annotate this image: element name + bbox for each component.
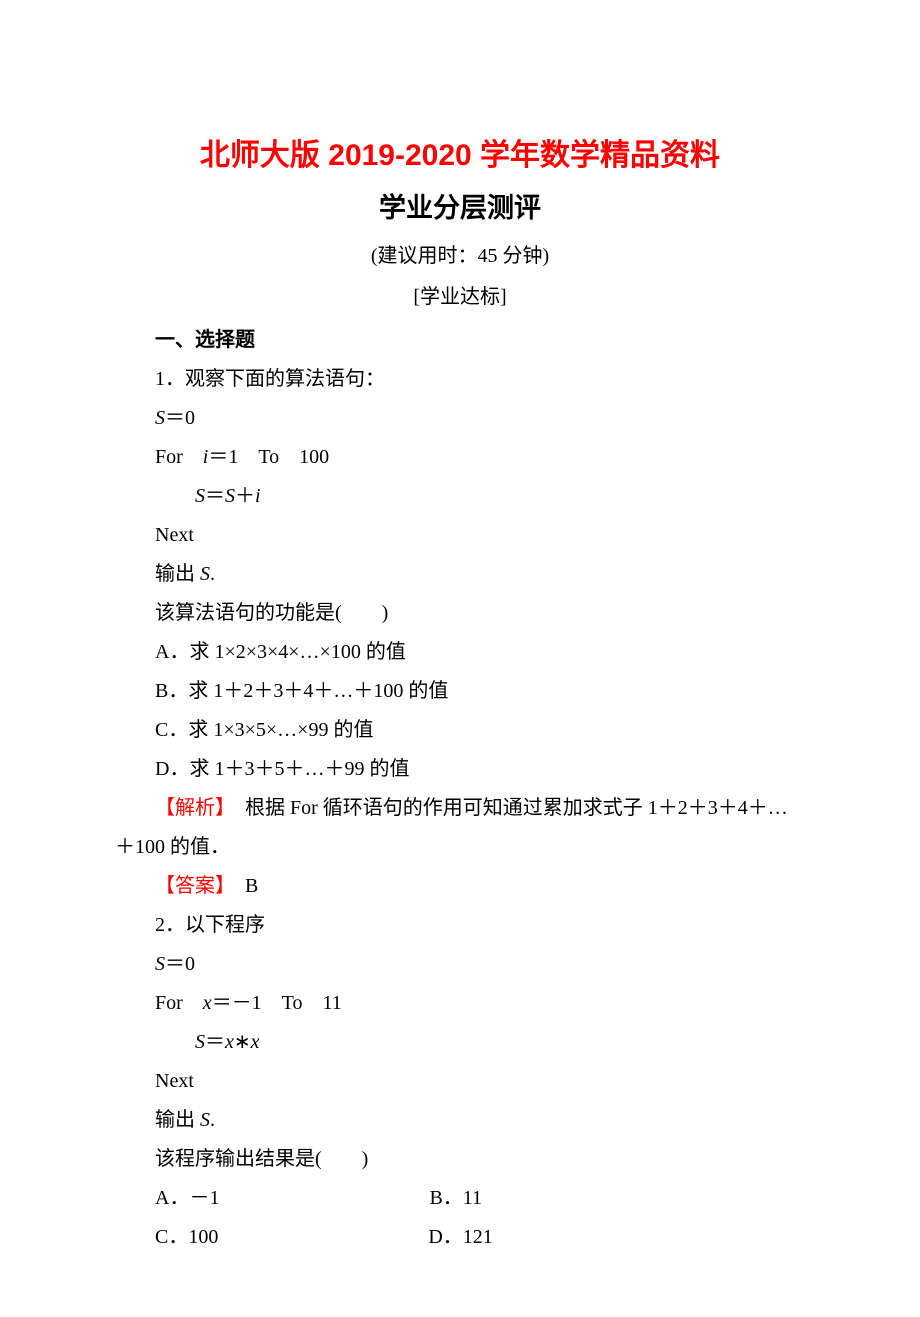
q1-stem: 1．观察下面的算法语句： [115, 360, 805, 399]
answer-label: 【答案】 [155, 875, 225, 897]
q1-optB: B．求 1＋2＋3＋4＋…＋100 的值 [115, 672, 805, 711]
q2-code-line5: 输出 S. [115, 1101, 805, 1140]
title-red: 北师大版 2019-2020 学年数学精品资料 [115, 130, 805, 174]
q2-code-line1: S＝0 [115, 945, 805, 984]
section-heading-text: 一、选择题 [155, 329, 255, 351]
q1-code-line4: Next [115, 516, 805, 555]
q1-optA: A．求 1×2×3×4×…×100 的值 [115, 633, 805, 672]
section-heading: 一、选择题 [115, 321, 805, 360]
q2-opts-row2: C．100 D．121 [115, 1218, 805, 1257]
q2-stem: 2．以下程序 [115, 906, 805, 945]
q2-optD: D．121 [428, 1218, 492, 1257]
q1-code-line2: For i＝1 To 100 [115, 438, 805, 477]
q2-optB: B．11 [429, 1179, 482, 1218]
q2-code-line4: Next [115, 1062, 805, 1101]
q1-answer: 【答案】 B [115, 867, 805, 906]
page-container: 北师大版 2019-2020 学年数学精品资料 学业分层测评 (建议用时：45 … [0, 0, 920, 1317]
q1-analysis-cont: ＋100 的值． [115, 828, 805, 867]
section-label: [学业达标] [115, 280, 805, 309]
q1-ask: 该算法语句的功能是( ) [115, 594, 805, 633]
q1-optD: D．求 1＋3＋5＋…＋99 的值 [115, 750, 805, 789]
q1-analysis: 【解析】 根据 For 循环语句的作用可知通过累加求式子 1＋2＋3＋4＋… [115, 789, 805, 828]
q2-optA: A．－1 [155, 1187, 219, 1209]
q2-opts-row1: A．－1 B．11 [115, 1179, 805, 1218]
title-black: 学业分层测评 [115, 186, 805, 225]
q1-code-line3: S＝S＋i [115, 477, 805, 516]
q2-optC: C．100 [155, 1226, 218, 1248]
q1-optC: C．求 1×3×5×…×99 的值 [115, 711, 805, 750]
q2-code-line2: For x＝－1 To 11 [115, 984, 805, 1023]
analysis-label: 【解析】 [155, 797, 225, 819]
time-hint: (建议用时：45 分钟) [115, 239, 805, 268]
q1-code-line5: 输出 S. [115, 555, 805, 594]
q2-code-line3: S＝x∗x [115, 1023, 805, 1062]
q1-answer-text: B [225, 875, 258, 897]
q1-code-line1: S＝0 [115, 399, 805, 438]
q2-ask: 该程序输出结果是( ) [115, 1140, 805, 1179]
q1-analysis-text: 根据 For 循环语句的作用可知通过累加求式子 1＋2＋3＋4＋… [225, 797, 788, 819]
